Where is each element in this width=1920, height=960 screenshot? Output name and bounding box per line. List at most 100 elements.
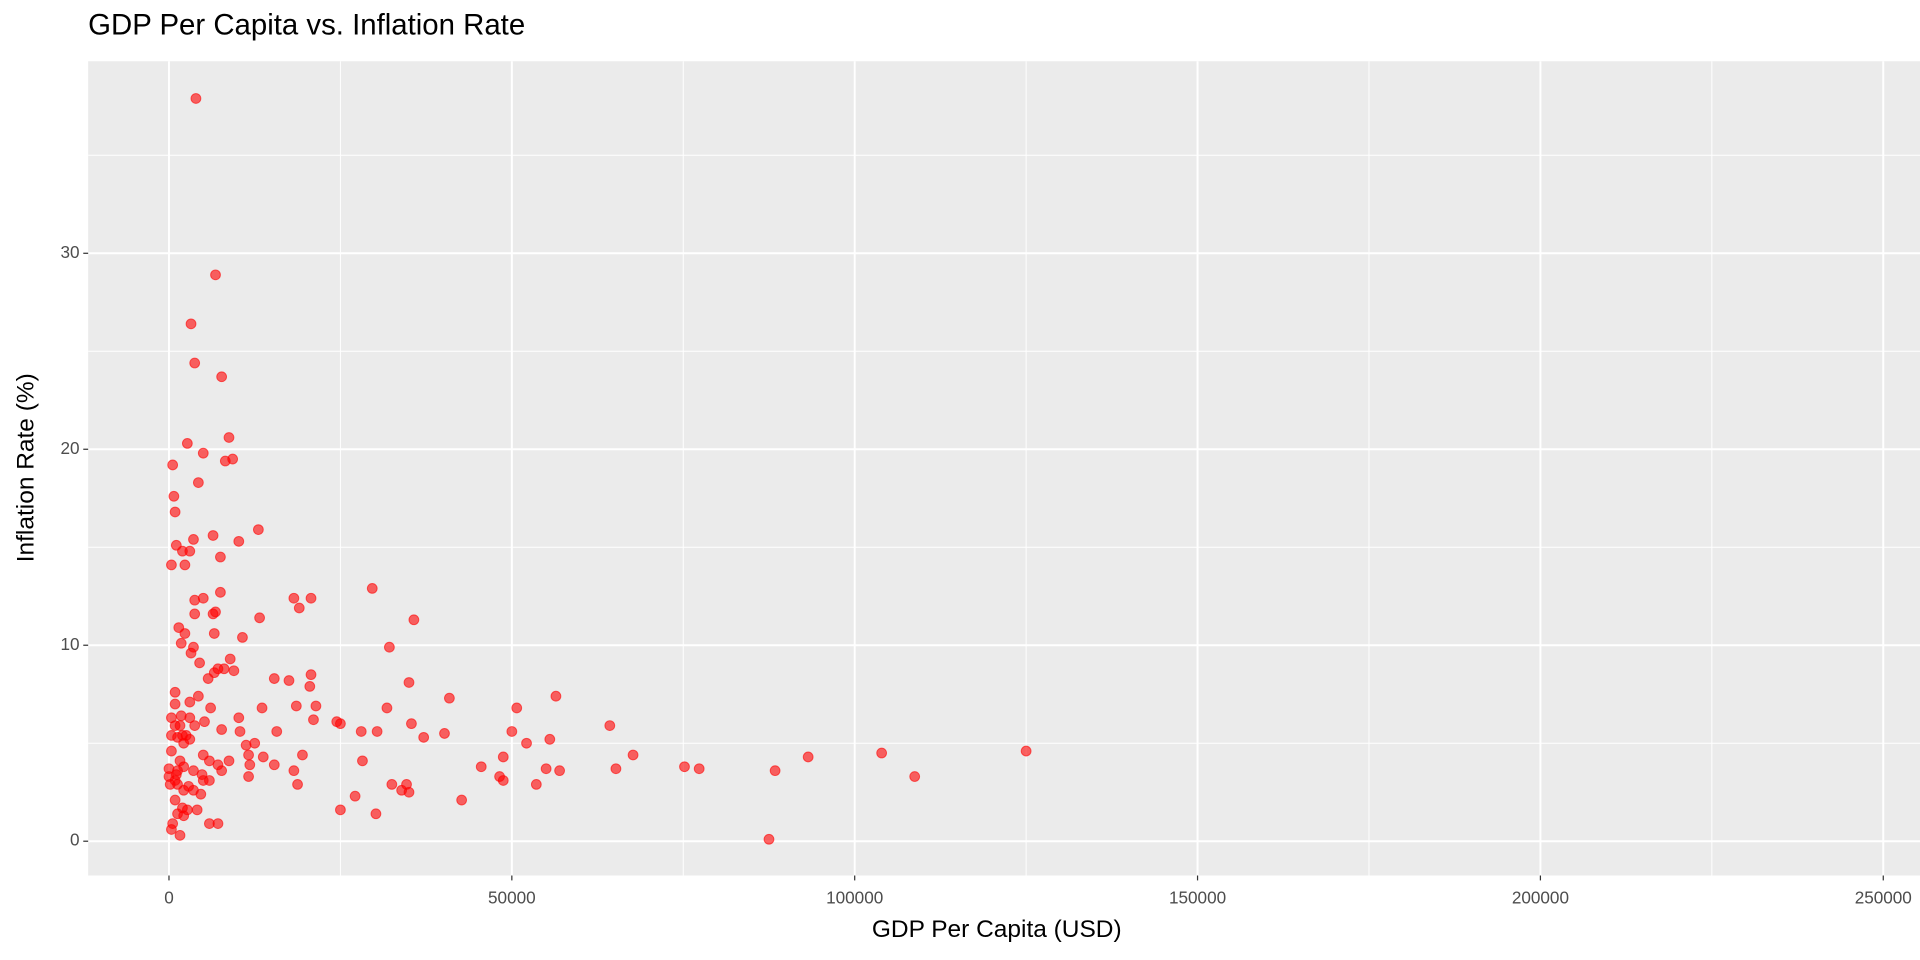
- data-point: [521, 737, 532, 749]
- data-point: [202, 673, 214, 684]
- points: [163, 93, 1032, 845]
- data-point: [439, 728, 450, 739]
- data-point: [627, 749, 639, 761]
- data-point: [223, 432, 235, 443]
- data-point: [192, 690, 204, 702]
- x-tick-label: 200000: [1512, 887, 1569, 907]
- data-point: [497, 751, 509, 763]
- data-point: [293, 602, 305, 614]
- data-point: [190, 93, 202, 104]
- data-point: [237, 632, 248, 643]
- data-point: [208, 628, 220, 639]
- data-point: [207, 530, 219, 541]
- data-point: [497, 775, 509, 786]
- data-point: [349, 790, 361, 802]
- data-point: [216, 371, 228, 383]
- data-point: [403, 786, 415, 798]
- data-point: [802, 751, 814, 763]
- data-point: [554, 765, 565, 777]
- data-point: [189, 720, 201, 731]
- data-point: [256, 702, 268, 714]
- data-point: [178, 784, 190, 796]
- data-point: [184, 696, 196, 708]
- data-point: [215, 551, 226, 563]
- data-point: [909, 771, 921, 782]
- data-point: [544, 733, 556, 745]
- data-point: [192, 477, 204, 488]
- data-point: [408, 614, 420, 626]
- x-tick-label: 250000: [1855, 887, 1912, 907]
- data-point: [304, 681, 316, 692]
- data-point: [357, 755, 368, 767]
- data-point: [189, 594, 201, 606]
- data-point: [244, 759, 256, 771]
- data-point: [175, 637, 187, 649]
- data-point: [179, 559, 191, 571]
- data-point: [166, 559, 177, 571]
- data-point: [530, 778, 542, 790]
- data-point: [310, 700, 322, 712]
- data-point: [189, 357, 201, 369]
- data-point: [169, 506, 181, 518]
- data-point: [475, 761, 487, 773]
- data-point: [223, 755, 235, 767]
- data-point: [215, 586, 226, 598]
- data-point: [268, 673, 280, 684]
- y-axis-title: Inflation Rate (%): [12, 373, 39, 562]
- data-point: [168, 490, 180, 502]
- y-tick-label: 20: [61, 438, 80, 458]
- data-point: [233, 535, 245, 547]
- data-point: [179, 628, 191, 639]
- data-point: [335, 804, 346, 816]
- data-point: [283, 675, 295, 686]
- data-point: [212, 818, 224, 829]
- data-point: [292, 778, 303, 790]
- data-point: [384, 641, 395, 653]
- data-point: [288, 765, 300, 777]
- data-point: [197, 447, 209, 459]
- data-point: [210, 269, 221, 281]
- data-point: [240, 739, 252, 751]
- x-tick-label: 100000: [826, 887, 883, 907]
- data-point: [219, 455, 231, 467]
- data-point: [185, 647, 197, 659]
- data-point: [370, 808, 382, 820]
- data-point: [418, 731, 430, 743]
- data-point: [693, 763, 705, 775]
- data-point: [305, 592, 317, 604]
- data-point: [191, 804, 203, 816]
- data-point: [184, 545, 196, 557]
- data-point: [1020, 745, 1032, 757]
- data-point: [268, 759, 280, 771]
- data-point: [297, 749, 308, 761]
- x-tick-label: 150000: [1169, 887, 1226, 907]
- data-point: [174, 720, 186, 731]
- data-point: [181, 437, 193, 449]
- data-point: [254, 612, 265, 624]
- data-point: [199, 716, 210, 728]
- data-point: [366, 583, 378, 594]
- data-point: [290, 700, 302, 712]
- data-point: [167, 459, 179, 471]
- data-point: [169, 686, 181, 698]
- chart-title: GDP Per Capita vs. Inflation Rate: [88, 9, 525, 42]
- data-point: [540, 763, 552, 775]
- data-point: [876, 747, 888, 759]
- data-point: [335, 718, 346, 730]
- data-point: [205, 702, 216, 714]
- x-axis-title: GDP Per Capita (USD): [872, 916, 1122, 943]
- data-point: [511, 702, 523, 714]
- data-point: [207, 608, 219, 620]
- data-point: [185, 318, 197, 330]
- data-point: [305, 669, 317, 681]
- data-point: [403, 677, 415, 688]
- data-point: [195, 788, 207, 800]
- data-point: [444, 692, 455, 704]
- data-point: [188, 534, 199, 545]
- plot-panel: [88, 61, 1920, 876]
- data-point: [178, 737, 190, 749]
- data-point: [308, 714, 319, 726]
- y-tick-label: 0: [70, 830, 80, 850]
